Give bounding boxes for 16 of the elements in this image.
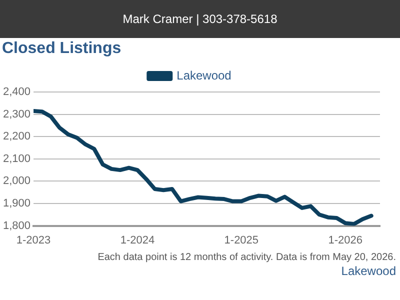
y-tick-label: 2,000 <box>2 175 31 188</box>
text: Each data point is 12 months of activity. Data is from May 20, 2026. <box>98 252 396 263</box>
legend-label: Lakewood <box>176 68 232 82</box>
y-tick-label: 2,100 <box>2 152 31 165</box>
y-tick-label: 1,900 <box>2 198 31 210</box>
x-tick-label: 1-2024 <box>120 234 155 246</box>
text: Lakewood <box>341 264 396 278</box>
y-tick-label: 1,800 <box>2 220 31 232</box>
y-tick-label: 2,300 <box>2 108 31 120</box>
y-tick-label: 2,400 <box>2 86 31 98</box>
x-tick-label: 1-2025 <box>224 234 259 246</box>
y-tick-label: 2,200 <box>2 130 31 143</box>
text: Mark Cramer | 303-378-5618 <box>0 0 400 38</box>
x-tick-label: 1-2026 <box>328 234 362 246</box>
chart-title: Closed Listings <box>2 40 122 58</box>
x-tick-label: 1-2023 <box>16 234 51 246</box>
